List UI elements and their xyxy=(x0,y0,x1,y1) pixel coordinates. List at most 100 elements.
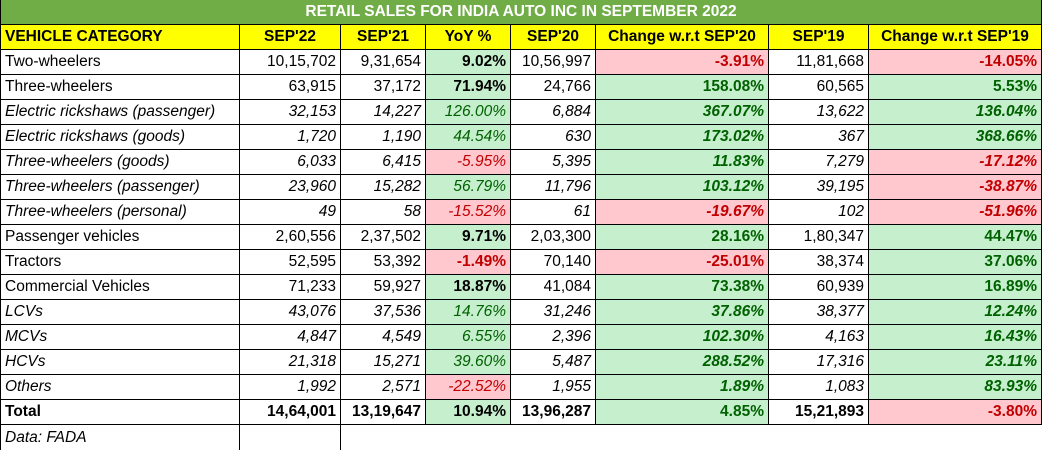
category-cell: Tractors xyxy=(0,250,240,275)
percent-cell: 39.60% xyxy=(426,350,511,375)
value-cell: 1,190 xyxy=(341,125,426,150)
percent-cell: 73.38% xyxy=(596,275,769,300)
value-cell: 367 xyxy=(769,125,869,150)
value-cell: 4,847 xyxy=(240,325,341,350)
category-cell: MCVs xyxy=(0,325,240,350)
column-header: VEHICLE CATEGORY xyxy=(0,25,240,50)
percent-cell: 37.86% xyxy=(596,300,769,325)
percent-cell: 126.00% xyxy=(426,100,511,125)
category-cell: Electric rickshaws (passenger) xyxy=(0,100,240,125)
value-cell: 10,15,702 xyxy=(240,50,341,75)
category-cell: HCVs xyxy=(0,350,240,375)
value-cell: 1,720 xyxy=(240,125,341,150)
table-row: MCVs 4,847 4,549 6.55% 2,396 102.30% 4,163 16.4… xyxy=(0,325,1042,350)
percent-cell: 71.94% xyxy=(426,75,511,100)
value-cell: 7,279 xyxy=(769,150,869,175)
percent-cell: 5.53% xyxy=(869,75,1042,100)
category-cell: Three-wheelers xyxy=(0,75,240,100)
percent-cell: 12.24% xyxy=(869,300,1042,325)
percent-cell: -1.49% xyxy=(426,250,511,275)
table-row: HCVs 21,318 15,271 39.60% 5,487 288.52% 17,316… xyxy=(0,350,1042,375)
value-cell: 2,571 xyxy=(341,375,426,400)
percent-cell: -19.67% xyxy=(596,200,769,225)
value-cell: 71,233 xyxy=(240,275,341,300)
percent-cell: 23.11% xyxy=(869,350,1042,375)
percent-cell: 288.52% xyxy=(596,350,769,375)
table-row: Two-wheelers 10,15,702 9,31,654 9.02% 10,56,… xyxy=(0,50,1042,75)
category-cell: Two-wheelers xyxy=(0,50,240,75)
value-cell: 23,960 xyxy=(240,175,341,200)
table-row: Three-wheelers (personal) 49 58 -15.52% 61 -1… xyxy=(0,200,1042,225)
value-cell: 21,318 xyxy=(240,350,341,375)
percent-cell: 9.71% xyxy=(426,225,511,250)
percent-cell: 16.89% xyxy=(869,275,1042,300)
percent-cell: -15.52% xyxy=(426,200,511,225)
category-cell: Three-wheelers (goods) xyxy=(0,150,240,175)
category-cell: Three-wheelers (personal) xyxy=(0,200,240,225)
value-cell: 2,60,556 xyxy=(240,225,341,250)
table-row: Three-wheelers (passenger) 23,960 15,282 56… xyxy=(0,175,1042,200)
table-title: RETAIL SALES FOR INDIA AUTO INC IN SEPTE… xyxy=(0,0,1042,25)
percent-cell: 44.54% xyxy=(426,125,511,150)
category-cell: Electric rickshaws (goods) xyxy=(0,125,240,150)
value-cell: 10,56,997 xyxy=(511,50,596,75)
value-cell: 39,195 xyxy=(769,175,869,200)
table-row: Three-wheelers (goods) 6,033 6,415 -5.95% 5,… xyxy=(0,150,1042,175)
value-cell: 53,392 xyxy=(341,250,426,275)
percent-cell: 56.79% xyxy=(426,175,511,200)
percent-cell: 9.02% xyxy=(426,50,511,75)
value-cell: 63,915 xyxy=(240,75,341,100)
value-cell: 37,172 xyxy=(341,75,426,100)
percent-cell: 28.16% xyxy=(596,225,769,250)
value-cell: 6,415 xyxy=(341,150,426,175)
percent-cell: -51.96% xyxy=(869,200,1042,225)
percent-cell: -38.87% xyxy=(869,175,1042,200)
value-cell: 61 xyxy=(511,200,596,225)
value-cell: 6,033 xyxy=(240,150,341,175)
value-cell: 11,81,668 xyxy=(769,50,869,75)
table-row: Three-wheelers 63,915 37,172 71.94% 24,766 15… xyxy=(0,75,1042,100)
value-cell: 5,395 xyxy=(511,150,596,175)
value-cell: 43,076 xyxy=(240,300,341,325)
value-cell: 37,536 xyxy=(341,300,426,325)
category-cell: Commercial Vehicles xyxy=(0,275,240,300)
value-cell: 49 xyxy=(240,200,341,225)
percent-cell: -17.12% xyxy=(869,150,1042,175)
column-header: YoY % xyxy=(426,25,511,50)
data-source-note: Data: FADA xyxy=(0,425,240,450)
value-cell: 70,140 xyxy=(511,250,596,275)
table-row: Passenger vehicles 2,60,556 2,37,502 9.71% 2… xyxy=(0,225,1042,250)
percent-cell: -22.52% xyxy=(426,375,511,400)
value-cell: 15,282 xyxy=(341,175,426,200)
percent-cell: 37.06% xyxy=(869,250,1042,275)
value-cell: 1,992 xyxy=(240,375,341,400)
percent-cell: 173.02% xyxy=(596,125,769,150)
table-row: Electric rickshaws (goods) 1,720 1,190 44.5… xyxy=(0,125,1042,150)
column-header: SEP'20 xyxy=(511,25,596,50)
percent-cell: 83.93% xyxy=(869,375,1042,400)
value-cell: 24,766 xyxy=(511,75,596,100)
value-cell: 38,374 xyxy=(769,250,869,275)
percent-cell: 18.87% xyxy=(426,275,511,300)
percent-cell: 11.83% xyxy=(596,150,769,175)
value-cell: 13,96,287 xyxy=(511,400,596,425)
value-cell: 6,884 xyxy=(511,100,596,125)
value-cell: 15,21,893 xyxy=(769,400,869,425)
percent-cell: 103.12% xyxy=(596,175,769,200)
table-row: LCVs 43,076 37,536 14.76% 31,246 37.86% 38,377… xyxy=(0,300,1042,325)
value-cell: 58 xyxy=(341,200,426,225)
value-cell: 5,487 xyxy=(511,350,596,375)
percent-cell: 14.76% xyxy=(426,300,511,325)
value-cell: 630 xyxy=(511,125,596,150)
category-cell: LCVs xyxy=(0,300,240,325)
value-cell: 2,37,502 xyxy=(341,225,426,250)
column-header: Change w.r.t SEP'19 xyxy=(869,25,1042,50)
value-cell: 31,246 xyxy=(511,300,596,325)
value-cell: 102 xyxy=(769,200,869,225)
value-cell: 59,927 xyxy=(341,275,426,300)
empty-cell xyxy=(240,425,341,450)
percent-cell: 1.89% xyxy=(596,375,769,400)
column-header: SEP'21 xyxy=(341,25,426,50)
